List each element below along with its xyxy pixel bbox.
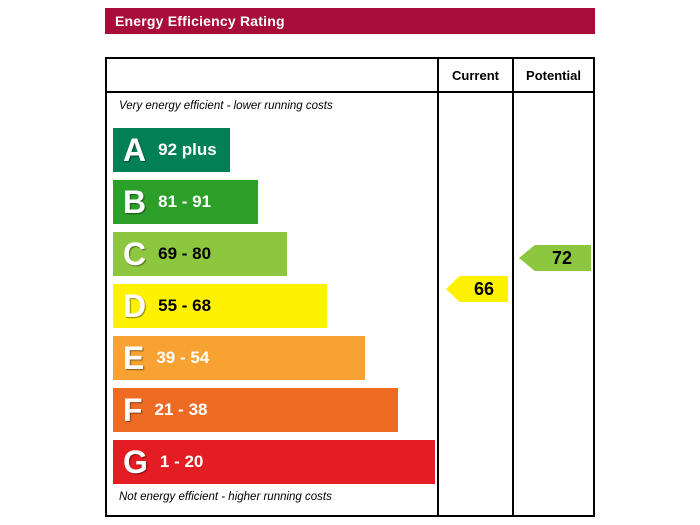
band-f-letter: F [123, 392, 143, 428]
potential-column-divider [512, 59, 514, 515]
current-rating-value: 66 [473, 278, 495, 299]
band-d-letter: D [123, 288, 147, 324]
top-note: Very energy efficient - lower running co… [119, 100, 333, 112]
potential-rating-arrow: 72 [519, 245, 591, 271]
band-b-range: 81 - 91 [158, 192, 212, 211]
potential-rating-value: 72 [551, 247, 573, 268]
band-a-range: 92 plus [158, 140, 217, 159]
band-b: B 81 - 91 [113, 180, 258, 224]
page-title: Energy Efficiency Rating [115, 13, 285, 29]
band-e-letter: E [123, 340, 145, 376]
bottom-note: Not energy efficient - higher running co… [119, 491, 332, 503]
band-e: E 39 - 54 [113, 336, 365, 380]
current-column-header: Current [452, 67, 499, 83]
band-d: D 55 - 68 [113, 284, 327, 328]
band-a-letter: A [123, 132, 147, 168]
band-c-range: 69 - 80 [158, 244, 212, 263]
potential-column-header: Potential [526, 67, 581, 83]
header-divider-line [107, 91, 593, 93]
band-g-range: 1 - 20 [159, 452, 204, 471]
band-g-letter: G [123, 444, 148, 480]
title-bar: Energy Efficiency Rating [105, 8, 595, 34]
band-c: C 69 - 80 [113, 232, 287, 276]
band-f: F 21 - 38 [113, 388, 398, 432]
band-e-range: 39 - 54 [156, 348, 210, 367]
band-c-letter: C [123, 236, 147, 272]
band-a: A 92 plus [113, 128, 230, 172]
band-b-letter: B [123, 184, 147, 220]
current-column-divider [437, 59, 439, 515]
energy-rating-chart: Current Potential Very energy efficient … [105, 57, 595, 517]
band-f-range: 21 - 38 [154, 400, 208, 419]
band-d-range: 55 - 68 [158, 296, 212, 315]
band-g: G 1 - 20 [113, 440, 435, 484]
current-rating-arrow: 66 [446, 276, 508, 302]
